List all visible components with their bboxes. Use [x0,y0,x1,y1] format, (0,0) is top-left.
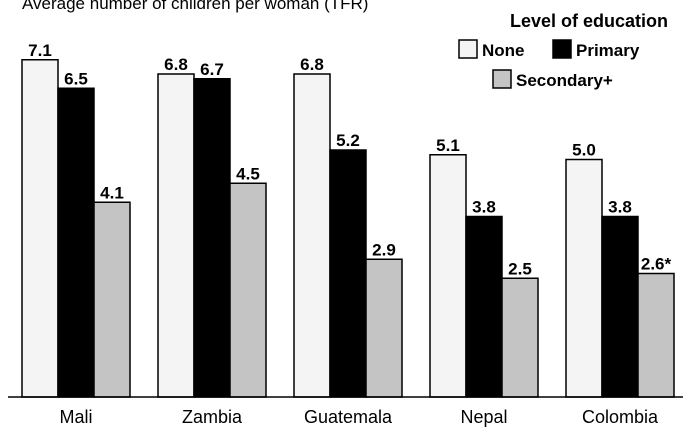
legend-swatch-none [458,39,478,59]
value-label-colombia-secondary: 2.6* [641,255,672,274]
bar-nepal-none [429,154,467,398]
legend: Level of education None Primary Secondar… [458,11,668,90]
legend-label-none: None [482,41,525,60]
bar-nepal-secondary [501,277,539,398]
legend-label-primary: Primary [576,41,640,60]
bar-mali-none [21,59,59,398]
bar-guatemala-none [293,73,331,398]
value-label-guatemala-secondary: 2.9 [372,240,396,259]
category-label-colombia: Colombia [582,407,659,427]
bar-group [21,59,675,398]
legend-label-secondary: Secondary+ [516,71,613,90]
bar-colombia-none [565,158,603,398]
value-label-colombia-none: 5.0 [572,141,596,160]
value-label-guatemala-none: 6.8 [300,55,324,74]
value-label-mali-secondary: 4.1 [100,183,124,202]
value-label-nepal-none: 5.1 [436,136,460,155]
bar-zambia-none [157,73,195,398]
bar-zambia-secondary [229,182,267,398]
bar-nepal-primary [465,215,503,398]
category-label-mali: Mali [59,407,92,427]
value-label-colombia-primary: 3.8 [608,198,632,217]
value-label-zambia-primary: 6.7 [200,60,224,79]
bar-zambia-primary [193,78,231,398]
value-label-mali-primary: 6.5 [64,69,88,88]
chart-subtitle: Average number of children per woman (TF… [22,0,368,13]
bar-guatemala-primary [329,149,367,398]
bar-mali-primary [57,87,95,398]
bar-mali-secondary [93,201,131,398]
legend-swatch-primary [552,39,572,59]
bar-colombia-secondary [637,272,675,398]
legend-title: Level of education [510,11,668,31]
bar-colombia-primary [601,215,639,398]
category-label-zambia: Zambia [182,407,243,427]
bar-guatemala-secondary [365,258,403,398]
category-labels: Mali Zambia Guatemala Nepal Colombia [59,407,659,427]
value-label-mali-none: 7.1 [28,41,52,60]
value-label-zambia-secondary: 4.5 [236,164,260,183]
category-label-guatemala: Guatemala [304,407,393,427]
value-label-guatemala-primary: 5.2 [336,131,360,150]
value-labels: 7.1 6.5 4.1 6.8 6.7 4.5 6.8 5.2 2.9 5.1 3.8 2.5 5.0 3… [28,41,671,279]
value-label-nepal-primary: 3.8 [472,198,496,217]
legend-swatch-secondary [492,69,512,89]
value-label-zambia-none: 6.8 [164,55,188,74]
value-label-nepal-secondary: 2.5 [508,259,532,278]
category-label-nepal: Nepal [460,407,507,427]
